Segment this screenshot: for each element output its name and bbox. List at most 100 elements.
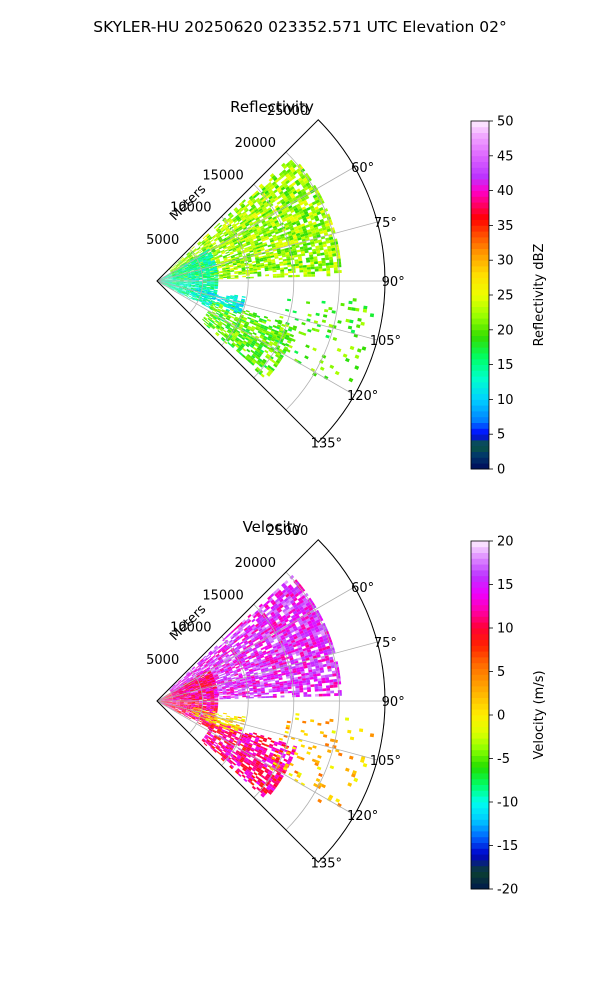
echo-gate <box>255 233 260 237</box>
echo-gate <box>253 268 258 271</box>
echo-gate <box>211 257 216 260</box>
echo-gate <box>248 238 254 242</box>
colorbar-segment <box>471 457 489 464</box>
echo-gate <box>170 268 174 272</box>
echo-gate <box>221 263 226 266</box>
echo-gate <box>290 219 296 224</box>
echo-gate <box>246 254 251 257</box>
echo-gate <box>299 685 303 689</box>
echo-gate <box>172 265 176 268</box>
colorbar-segment <box>471 126 489 133</box>
echo-gate <box>329 679 334 683</box>
echo-gate <box>300 233 305 238</box>
echo-gate <box>208 244 213 247</box>
echo-gate <box>262 230 267 234</box>
velocity-panel: Velocity500010000150002000025000Meters60… <box>146 518 547 898</box>
echo-gate <box>307 689 311 693</box>
echo-gate <box>268 690 273 693</box>
echo-gate <box>302 177 308 182</box>
echo-gate <box>285 173 290 178</box>
echo-gate <box>288 275 293 278</box>
echo-gate <box>247 316 252 320</box>
echo-gate <box>214 232 219 236</box>
echo-gate <box>215 273 219 275</box>
echo-gate <box>274 204 279 209</box>
echo-gate <box>329 684 334 688</box>
echo-gate <box>220 261 225 264</box>
echo-gate <box>326 273 331 277</box>
echo-gate <box>291 175 297 180</box>
echo-gate <box>256 246 261 250</box>
echo-gate <box>254 190 259 195</box>
echo-gate <box>260 237 265 241</box>
echo-gate <box>247 257 252 260</box>
echo-gate <box>231 237 236 241</box>
echo-gate <box>206 279 211 281</box>
echo-gate <box>277 238 282 242</box>
echo-gate <box>288 270 292 274</box>
echo-gate <box>182 260 187 263</box>
echo-gate <box>315 312 320 317</box>
echo-gate <box>257 696 262 699</box>
echo-gate <box>283 262 288 266</box>
echo-gate <box>310 261 315 265</box>
echo-gate <box>342 353 348 358</box>
echo-gate <box>278 210 283 215</box>
colorbar-segment <box>471 242 489 249</box>
echo-gate <box>292 234 297 238</box>
echo-gate <box>230 629 235 634</box>
echo-gate <box>297 190 302 195</box>
echo-gate <box>223 232 228 236</box>
echo-region-southern-arm <box>202 301 298 378</box>
echo-gate <box>229 220 234 225</box>
echo-gate <box>274 197 279 202</box>
echo-gate <box>229 241 234 245</box>
echo-gate <box>290 229 296 234</box>
echo-gate <box>234 691 239 693</box>
echo-gate <box>252 236 257 240</box>
echo-gate <box>245 231 250 235</box>
echo-gate <box>283 177 289 183</box>
echo-gate <box>264 190 269 195</box>
echo-gate <box>214 279 219 281</box>
echo-gate <box>242 234 247 238</box>
echo-gate <box>234 697 239 699</box>
echo-gate <box>295 265 300 269</box>
echo-gate <box>277 188 283 193</box>
echo-gate <box>207 235 212 239</box>
echo-gate <box>224 260 229 263</box>
echo-gate <box>234 696 239 698</box>
echo-gate <box>279 263 284 266</box>
echo-gate <box>231 258 236 261</box>
echo-gate <box>286 175 292 180</box>
colorbar-segment <box>471 451 489 458</box>
colorbar-segment <box>471 376 489 383</box>
echo-gate <box>247 258 252 261</box>
echo-gate <box>270 241 275 245</box>
echo-gate <box>264 227 270 231</box>
echo-gate <box>254 223 259 228</box>
echo-gate <box>233 268 238 271</box>
echo-gate <box>292 170 298 176</box>
echo-gate <box>238 271 242 274</box>
echo-gate <box>229 252 234 255</box>
echo-gate <box>288 223 293 227</box>
echo-gate <box>253 230 258 234</box>
echo-gate <box>197 241 201 245</box>
echo-gate <box>306 679 311 683</box>
colorbar-segment <box>471 266 489 273</box>
echo-gate <box>317 195 323 200</box>
echo-gate <box>251 618 256 623</box>
echo-gate <box>261 220 266 224</box>
echo-gate <box>289 207 294 212</box>
echo-gate <box>251 217 256 222</box>
echo-gate <box>236 247 240 250</box>
echo-gate <box>170 268 174 272</box>
echo-gate <box>348 377 354 383</box>
echo-gate <box>298 258 303 262</box>
echo-gate <box>190 251 195 255</box>
echo-gate <box>263 315 268 319</box>
echo-gate <box>314 226 319 231</box>
echo-gate <box>322 693 327 697</box>
echo-gate <box>212 242 217 246</box>
